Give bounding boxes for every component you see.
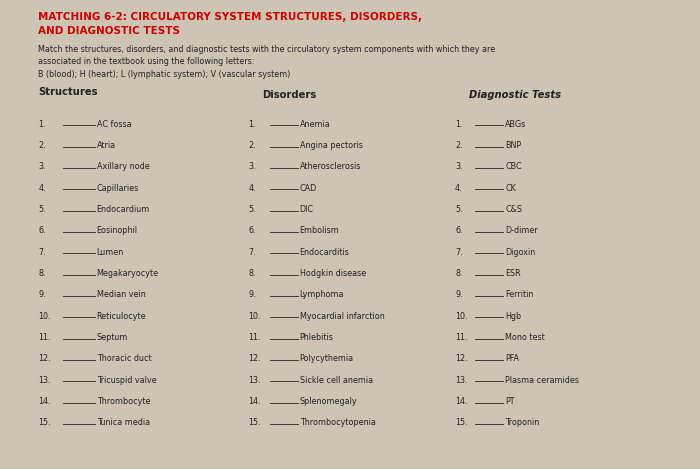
Text: 14.: 14. — [455, 397, 468, 406]
Text: Angina pectoris: Angina pectoris — [300, 141, 363, 150]
Text: C&S: C&S — [505, 205, 522, 214]
Text: 5.: 5. — [248, 205, 256, 214]
Text: Axillary node: Axillary node — [97, 162, 149, 171]
Text: DIC: DIC — [300, 205, 314, 214]
Text: Lumen: Lumen — [97, 248, 124, 257]
Text: 15.: 15. — [455, 418, 468, 427]
Text: Septum: Septum — [97, 333, 128, 342]
Text: Endocarditis: Endocarditis — [300, 248, 349, 257]
Text: 2.: 2. — [38, 141, 46, 150]
Text: Thrombocyte: Thrombocyte — [97, 397, 150, 406]
Text: Reticulocyte: Reticulocyte — [97, 311, 146, 321]
Text: 12.: 12. — [38, 355, 51, 363]
Text: 13.: 13. — [38, 376, 51, 385]
Text: 10.: 10. — [38, 311, 51, 321]
Text: Mono test: Mono test — [505, 333, 545, 342]
Text: Polycythemia: Polycythemia — [300, 355, 354, 363]
Text: 14.: 14. — [248, 397, 261, 406]
Text: B (blood); H (heart); L (lymphatic system); V (vascular system): B (blood); H (heart); L (lymphatic syste… — [38, 70, 291, 79]
Text: 13.: 13. — [455, 376, 468, 385]
Text: CAD: CAD — [300, 183, 317, 193]
Text: 8.: 8. — [38, 269, 46, 278]
Text: Eosinophil: Eosinophil — [97, 226, 138, 235]
Text: Capillaries: Capillaries — [97, 183, 139, 193]
Text: MATCHING 6-2: CIRCULATORY SYSTEM STRUCTURES, DISORDERS,: MATCHING 6-2: CIRCULATORY SYSTEM STRUCTU… — [38, 12, 423, 22]
Text: CK: CK — [505, 183, 516, 193]
Text: 15.: 15. — [248, 418, 261, 427]
Text: ABGs: ABGs — [505, 120, 526, 129]
Text: 1.: 1. — [38, 120, 46, 129]
Text: 1.: 1. — [248, 120, 256, 129]
Text: AC fossa: AC fossa — [97, 120, 131, 129]
Text: 7.: 7. — [248, 248, 256, 257]
Text: 3.: 3. — [38, 162, 46, 171]
Text: PT: PT — [505, 397, 515, 406]
Text: PFA: PFA — [505, 355, 519, 363]
Text: 6.: 6. — [455, 226, 463, 235]
Text: Myocardial infarction: Myocardial infarction — [300, 311, 384, 321]
Text: Median vein: Median vein — [97, 290, 146, 299]
Text: Plasma ceramides: Plasma ceramides — [505, 376, 580, 385]
Text: 10.: 10. — [455, 311, 468, 321]
Text: 6.: 6. — [38, 226, 46, 235]
Text: Diagnostic Tests: Diagnostic Tests — [469, 90, 561, 100]
Text: 2.: 2. — [248, 141, 256, 150]
Text: 14.: 14. — [38, 397, 51, 406]
Text: D-dimer: D-dimer — [505, 226, 538, 235]
Text: Digoxin: Digoxin — [505, 248, 536, 257]
Text: AND DIAGNOSTIC TESTS: AND DIAGNOSTIC TESTS — [38, 26, 181, 36]
Text: Anemia: Anemia — [300, 120, 330, 129]
Text: 3.: 3. — [455, 162, 463, 171]
Text: associated in the textbook using the following letters:: associated in the textbook using the fol… — [38, 57, 255, 66]
Text: 12.: 12. — [455, 355, 468, 363]
Text: Atherosclerosis: Atherosclerosis — [300, 162, 361, 171]
Text: Hgb: Hgb — [505, 311, 522, 321]
Text: 9.: 9. — [38, 290, 46, 299]
Text: 4.: 4. — [248, 183, 256, 193]
Text: Sickle cell anemia: Sickle cell anemia — [300, 376, 372, 385]
Text: 3.: 3. — [248, 162, 256, 171]
Text: 7.: 7. — [38, 248, 46, 257]
Text: 8.: 8. — [455, 269, 463, 278]
Text: Disorders: Disorders — [262, 90, 316, 100]
Text: 12.: 12. — [248, 355, 261, 363]
Text: Atria: Atria — [97, 141, 116, 150]
Text: Tunica media: Tunica media — [97, 418, 150, 427]
Text: Match the structures, disorders, and diagnostic tests with the circulatory syste: Match the structures, disorders, and dia… — [38, 45, 496, 53]
Text: Thoracic duct: Thoracic duct — [97, 355, 151, 363]
Text: Megakaryocyte: Megakaryocyte — [97, 269, 159, 278]
Text: 6.: 6. — [248, 226, 256, 235]
Text: 2.: 2. — [455, 141, 463, 150]
Text: 15.: 15. — [38, 418, 51, 427]
Text: Endocardium: Endocardium — [97, 205, 150, 214]
Text: Embolism: Embolism — [300, 226, 339, 235]
Text: Tricuspid valve: Tricuspid valve — [97, 376, 156, 385]
Text: 5.: 5. — [455, 205, 463, 214]
Text: Thrombocytopenia: Thrombocytopenia — [300, 418, 375, 427]
Text: Troponin: Troponin — [505, 418, 540, 427]
Text: ESR: ESR — [505, 269, 521, 278]
Text: 4.: 4. — [38, 183, 46, 193]
Text: BNP: BNP — [505, 141, 522, 150]
Text: 11.: 11. — [455, 333, 468, 342]
Text: 10.: 10. — [248, 311, 261, 321]
Text: 9.: 9. — [248, 290, 256, 299]
Text: 13.: 13. — [248, 376, 261, 385]
Text: CBC: CBC — [505, 162, 522, 171]
Text: Splenomegaly: Splenomegaly — [300, 397, 357, 406]
Text: Phlebitis: Phlebitis — [300, 333, 333, 342]
Text: 5.: 5. — [38, 205, 46, 214]
Text: Structures: Structures — [38, 87, 98, 97]
Text: 7.: 7. — [455, 248, 463, 257]
Text: 1.: 1. — [455, 120, 463, 129]
Text: Ferritin: Ferritin — [505, 290, 534, 299]
Text: 11.: 11. — [38, 333, 51, 342]
Text: 9.: 9. — [455, 290, 463, 299]
Text: 8.: 8. — [248, 269, 256, 278]
Text: 11.: 11. — [248, 333, 261, 342]
Text: Lymphoma: Lymphoma — [300, 290, 344, 299]
Text: Hodgkin disease: Hodgkin disease — [300, 269, 366, 278]
Text: 4.: 4. — [455, 183, 463, 193]
